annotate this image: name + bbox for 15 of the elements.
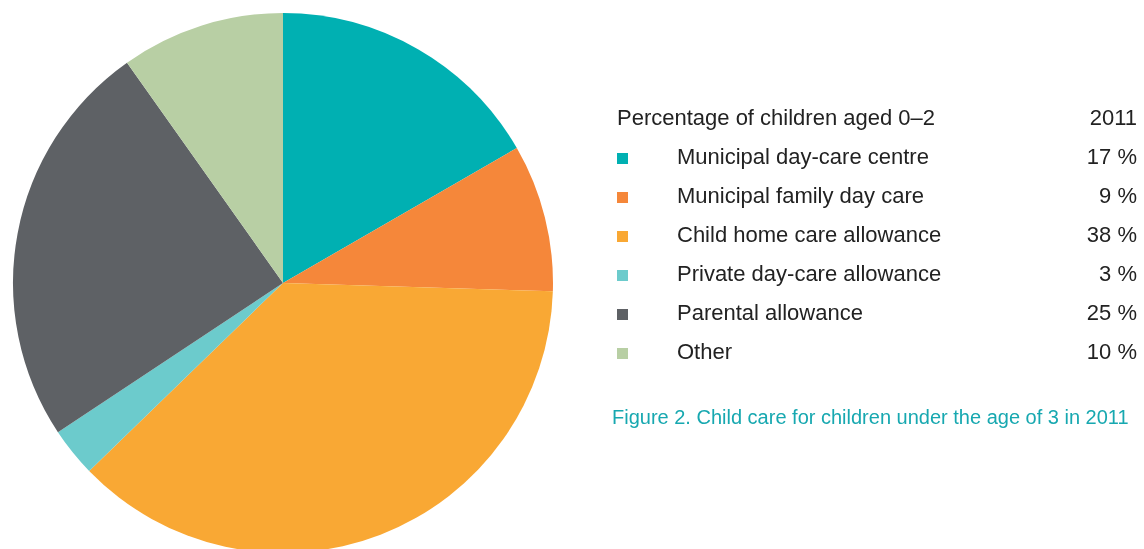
data-label: 10 % bbox=[1085, 337, 1137, 366]
data-label: 3 % bbox=[1098, 259, 1137, 288]
data-label: 38 % bbox=[1085, 220, 1137, 249]
legend-label: Municipal day-care centre bbox=[677, 142, 930, 171]
data-label: 25 % bbox=[1085, 298, 1137, 327]
legend-label: Child home care allowance bbox=[677, 220, 943, 249]
legend-title: Percentage of children aged 0–2 bbox=[617, 103, 936, 132]
legend-label: Other bbox=[677, 337, 734, 366]
text: 2011 bbox=[1088, 103, 1137, 132]
text: Figure 2. Child care for children under the age of 3 in 2011 bbox=[612, 405, 1130, 430]
data-label: 9 % bbox=[1098, 181, 1137, 210]
legend-label: Municipal family day care bbox=[677, 181, 925, 210]
data-label: 17 % bbox=[1085, 142, 1137, 171]
legend-label: Private day-care allowance bbox=[677, 259, 943, 288]
legend-label: Parental allowance bbox=[677, 298, 864, 327]
